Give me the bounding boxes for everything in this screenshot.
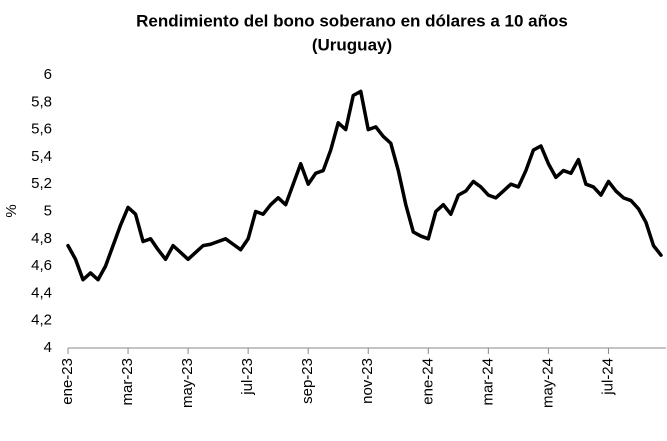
y-tick-label: 4 [44, 339, 52, 356]
y-tick-label: 5,2 [31, 175, 52, 192]
y-tick-label: 5,6 [31, 121, 52, 138]
x-tick-label: mar-24 [479, 358, 496, 406]
y-tick-label: 5,4 [31, 148, 52, 165]
x-tick-label: sep-23 [299, 358, 316, 404]
y-tick-label: 5,8 [31, 93, 52, 110]
x-tick-label: ene-23 [59, 358, 76, 405]
x-tick-label: may-24 [539, 358, 556, 408]
x-tick-label: jul-24 [599, 358, 616, 396]
y-tick-label: 4,2 [31, 312, 52, 329]
chart-subtitle: (Uruguay) [312, 35, 392, 54]
y-tick-label: 5 [44, 202, 52, 219]
y-tick-label: 4,4 [31, 284, 52, 301]
x-tick-label: may-23 [179, 358, 196, 408]
x-tick-label: mar-23 [119, 358, 136, 406]
x-tick-label: jul-23 [239, 358, 256, 396]
y-tick-label: 6 [44, 66, 52, 83]
chart-title: Rendimiento del bono soberano en dólares… [136, 11, 568, 30]
y-tick-label: 4,8 [31, 230, 52, 247]
y-tick-label: 4,6 [31, 257, 52, 274]
x-tick-label: nov-23 [359, 358, 376, 404]
x-tick-label: ene-24 [419, 358, 436, 405]
y-axis-label: % [3, 204, 20, 217]
line-series [66, 89, 663, 282]
